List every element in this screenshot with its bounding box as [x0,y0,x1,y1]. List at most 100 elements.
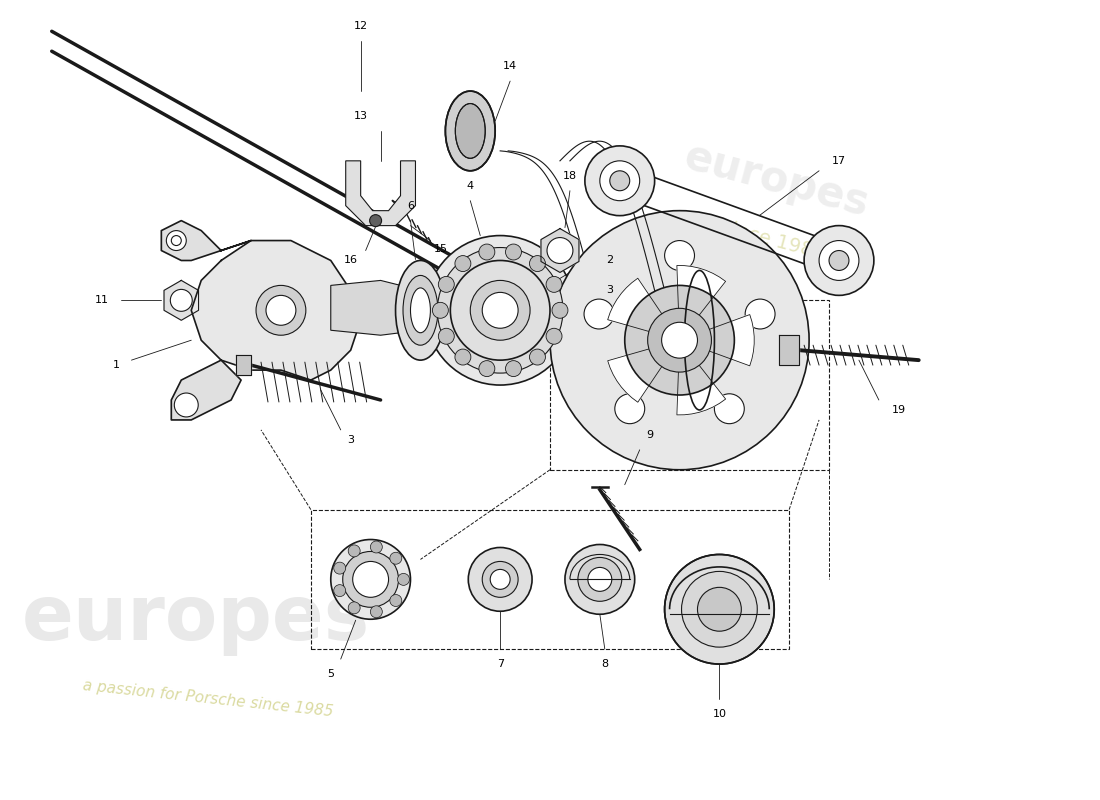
Circle shape [438,328,454,344]
Ellipse shape [396,261,446,360]
Text: since 1985: since 1985 [719,218,827,263]
Ellipse shape [403,275,438,345]
Circle shape [438,276,454,292]
Ellipse shape [684,270,714,410]
Circle shape [343,551,398,607]
Circle shape [506,361,521,377]
Polygon shape [162,221,251,261]
Circle shape [547,238,573,263]
Polygon shape [172,360,241,420]
Circle shape [170,290,192,311]
Text: 15: 15 [433,243,448,254]
Circle shape [432,302,449,318]
Text: 19: 19 [892,405,905,415]
Circle shape [546,276,562,292]
Circle shape [397,574,409,586]
Polygon shape [779,335,799,365]
Text: 14: 14 [503,61,517,71]
Bar [311,510,789,649]
Polygon shape [607,340,680,402]
Circle shape [820,241,859,281]
Text: 1: 1 [113,360,120,370]
Polygon shape [676,266,726,340]
Circle shape [450,261,550,360]
Circle shape [353,562,388,598]
Text: 12: 12 [353,22,367,31]
Circle shape [478,361,495,377]
Circle shape [389,594,402,606]
Polygon shape [236,355,251,375]
Text: europes: europes [680,136,873,226]
Circle shape [491,570,510,590]
Polygon shape [345,161,416,226]
Polygon shape [164,281,198,320]
Circle shape [565,545,635,614]
Circle shape [506,244,521,260]
Polygon shape [676,340,726,415]
Circle shape [426,235,575,385]
Circle shape [349,602,360,614]
Circle shape [584,299,614,329]
Text: 3: 3 [348,435,354,445]
Text: a passion for Porsche since 1985: a passion for Porsche since 1985 [81,678,333,719]
Circle shape [266,295,296,326]
Circle shape [174,393,198,417]
Circle shape [585,146,654,216]
Circle shape [333,562,345,574]
Text: 5: 5 [328,669,334,679]
Circle shape [349,545,360,557]
Text: 10: 10 [713,709,726,719]
Circle shape [745,299,776,329]
Circle shape [714,394,745,424]
Circle shape [455,349,471,365]
Ellipse shape [410,288,430,333]
Circle shape [482,292,518,328]
Circle shape [471,281,530,340]
Text: 6: 6 [407,201,414,210]
Text: europes: europes [22,582,370,656]
Text: 9: 9 [646,430,653,440]
Circle shape [455,255,471,271]
Polygon shape [191,241,361,380]
Circle shape [664,241,694,270]
Text: 13: 13 [354,111,367,121]
Circle shape [552,302,568,318]
Circle shape [478,244,495,260]
Circle shape [804,226,873,295]
Circle shape [529,255,546,271]
Circle shape [546,328,562,344]
Circle shape [648,308,712,372]
Polygon shape [331,281,460,335]
Circle shape [172,235,182,246]
Text: 2: 2 [606,255,614,266]
Circle shape [661,322,697,358]
Text: 11: 11 [95,295,109,306]
Circle shape [438,247,563,373]
Circle shape [371,541,383,553]
Circle shape [578,558,621,602]
Circle shape [600,161,640,201]
Circle shape [370,214,382,226]
Circle shape [331,539,410,619]
Ellipse shape [455,103,485,158]
Circle shape [682,571,757,647]
Text: 17: 17 [832,156,846,166]
Circle shape [664,554,774,664]
Circle shape [482,562,518,598]
Text: 4: 4 [466,181,474,190]
Text: 18: 18 [563,170,578,181]
Polygon shape [607,278,680,340]
Circle shape [469,547,532,611]
Circle shape [550,210,810,470]
Circle shape [166,230,186,250]
Circle shape [609,170,629,190]
Circle shape [529,349,546,365]
Circle shape [829,250,849,270]
Circle shape [615,394,645,424]
Text: 7: 7 [496,659,504,669]
Circle shape [389,552,402,564]
Circle shape [256,286,306,335]
Text: 16: 16 [343,255,358,266]
Circle shape [697,587,741,631]
Polygon shape [680,314,755,366]
